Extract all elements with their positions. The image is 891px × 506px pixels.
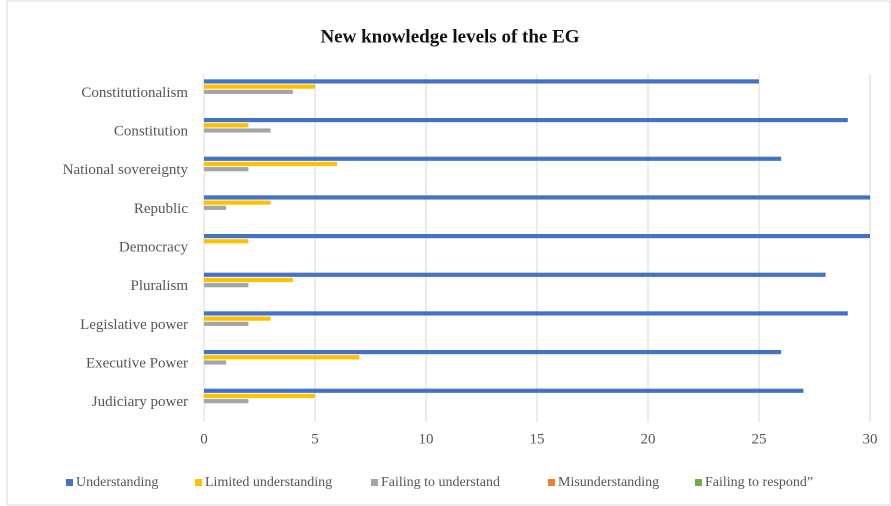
legend-swatch	[66, 479, 73, 486]
legend-label: Understanding	[76, 475, 158, 490]
x-tick-label: 20	[641, 431, 656, 447]
y-tick-label: Constitutionalism	[81, 85, 188, 101]
x-tick-label: 15	[530, 431, 545, 447]
bar	[204, 89, 293, 94]
bar	[204, 84, 315, 89]
bar	[204, 123, 249, 128]
chart-title: New knowledge levels of the EG	[320, 26, 579, 47]
bar	[204, 128, 271, 133]
bar	[204, 167, 249, 172]
bar	[204, 272, 826, 277]
bar	[204, 355, 360, 360]
bar	[204, 393, 315, 399]
x-tick-label: 10	[419, 431, 434, 447]
x-tick-label: 30	[863, 431, 878, 447]
bar	[204, 360, 227, 365]
legend-label: Failing to understand	[381, 475, 500, 490]
bar	[204, 156, 782, 161]
y-tick-label: Constitution	[114, 123, 189, 139]
bar	[204, 316, 271, 321]
bar	[204, 79, 759, 84]
bar	[204, 388, 804, 393]
bar	[204, 350, 782, 355]
legend-swatch	[195, 479, 202, 486]
bar	[204, 321, 249, 326]
legend-label: Limited understanding	[205, 475, 332, 490]
x-tick-label: 0	[200, 431, 208, 447]
bar	[204, 234, 870, 239]
bar	[204, 239, 249, 244]
bar	[204, 195, 870, 200]
bar	[204, 283, 249, 288]
bar	[204, 118, 848, 123]
bar	[204, 277, 293, 283]
bar	[204, 200, 271, 205]
x-tick-label: 5	[311, 431, 319, 447]
bar	[204, 205, 227, 210]
y-tick-label: Democracy	[119, 239, 189, 255]
y-tick-label: Legislative power	[80, 317, 188, 333]
bar	[204, 399, 249, 404]
y-tick-label: Executive Power	[86, 355, 188, 371]
legend-swatch	[371, 479, 378, 486]
y-tick-label: Judiciary power	[92, 394, 188, 410]
legend-label: Misunderstanding	[558, 475, 659, 490]
bar	[204, 161, 338, 167]
bar	[204, 311, 848, 316]
chart-frame	[6, 0, 891, 506]
y-tick-label: Republic	[134, 201, 188, 217]
x-tick-label: 25	[752, 431, 767, 447]
y-tick-label: Pluralism	[130, 278, 188, 294]
legend-swatch	[548, 479, 555, 486]
y-tick-label: National sovereignty	[63, 162, 189, 178]
legend-label: Failing to respond”	[705, 475, 813, 490]
legend-swatch	[695, 479, 702, 486]
